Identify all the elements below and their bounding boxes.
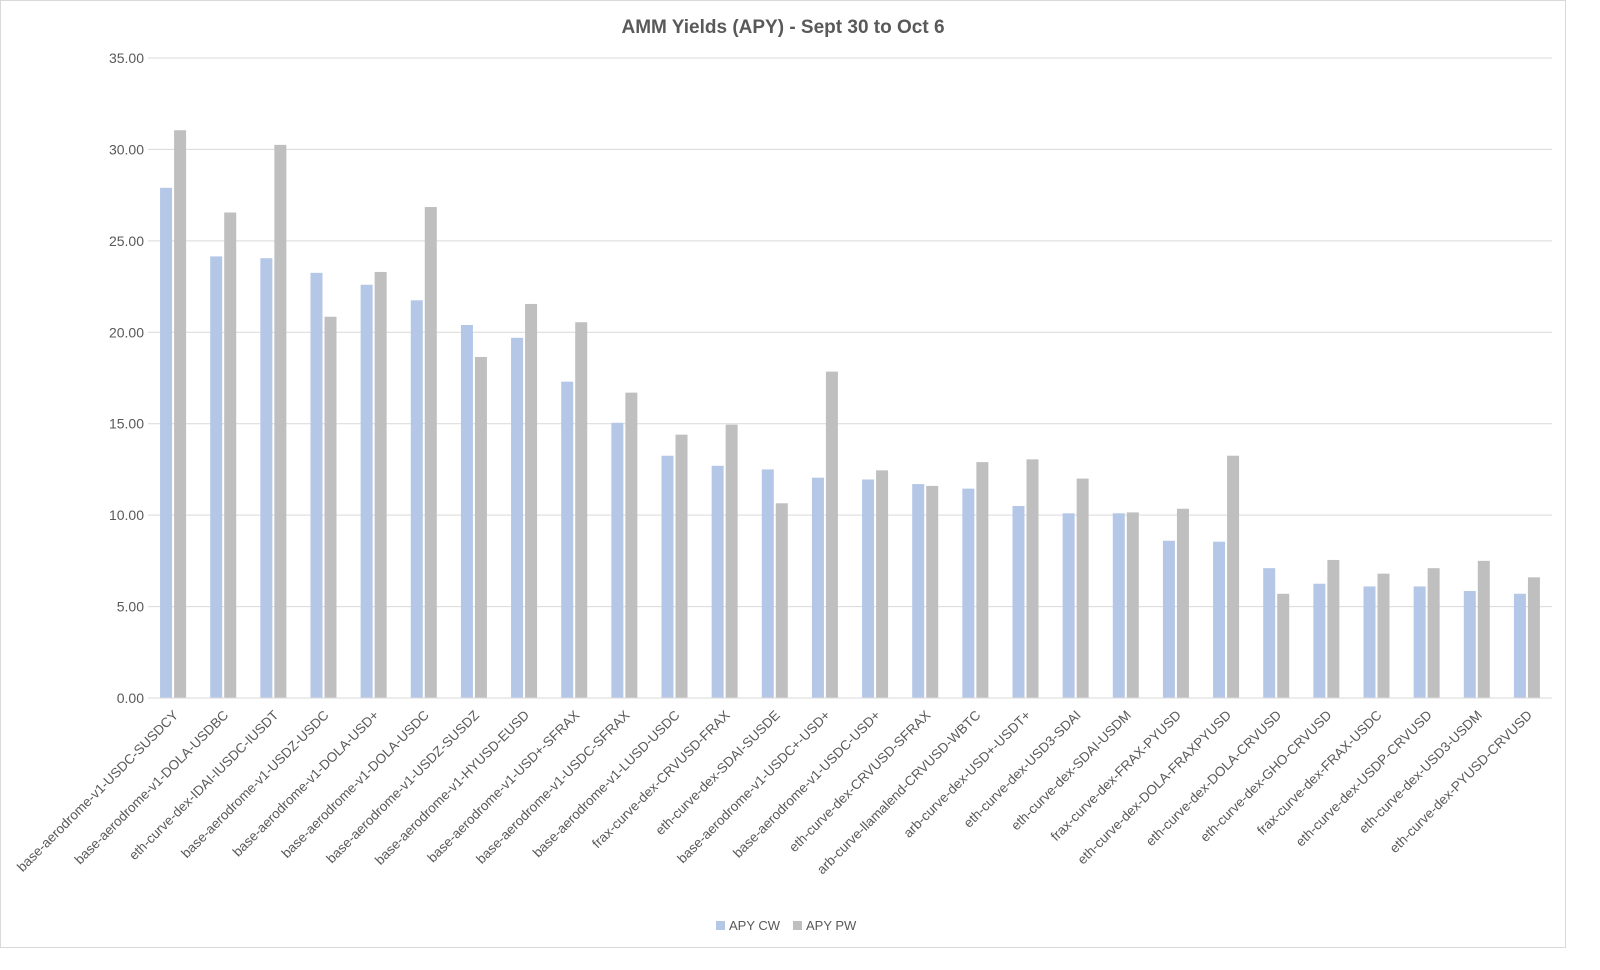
bar-apy-pw xyxy=(1377,573,1390,698)
bar-apy-cw xyxy=(811,477,824,698)
bar-apy-cw xyxy=(912,484,925,698)
y-tick-label: 35.00 xyxy=(109,50,144,66)
bar-apy-cw xyxy=(310,272,323,698)
bar-apy-cw xyxy=(1112,513,1125,698)
bar-apy-cw xyxy=(611,422,624,698)
bar-apy-cw xyxy=(1513,593,1526,698)
bars xyxy=(160,130,1540,699)
y-tick-label: 20.00 xyxy=(109,324,144,340)
y-tick-label: 0.00 xyxy=(117,690,144,706)
bar-apy-cw xyxy=(1313,583,1326,698)
bar-apy-pw xyxy=(1527,577,1540,698)
gridlines xyxy=(148,57,1552,608)
bar-apy-cw xyxy=(761,469,774,698)
bar-apy-pw xyxy=(825,371,838,698)
bar-apy-pw xyxy=(374,271,387,698)
bar-apy-pw xyxy=(1227,455,1240,698)
bar-apy-pw xyxy=(675,434,688,698)
bar-apy-pw xyxy=(926,485,939,698)
bar-apy-pw xyxy=(1126,512,1139,698)
bar-apy-pw xyxy=(224,212,237,698)
legend-swatch xyxy=(716,921,725,930)
bar-apy-cw xyxy=(1413,586,1426,698)
bar-apy-cw xyxy=(1463,591,1476,698)
y-tick-label: 25.00 xyxy=(109,233,144,249)
legend-label: APY PW xyxy=(806,918,857,933)
y-tick-label: 5.00 xyxy=(117,599,144,615)
bar-apy-cw xyxy=(1062,513,1075,698)
bar-apy-cw xyxy=(1213,541,1226,698)
bar-apy-pw xyxy=(1427,568,1440,698)
bar-apy-cw xyxy=(360,284,373,698)
bar-apy-pw xyxy=(625,392,638,698)
legend: APY CW APY PW xyxy=(716,918,857,933)
bar-apy-pw xyxy=(1327,559,1340,698)
bar-apy-pw xyxy=(424,207,437,698)
bar-apy-cw xyxy=(862,479,875,698)
bar-apy-cw xyxy=(962,488,975,698)
bar-apy-pw xyxy=(775,503,788,698)
bar-apy-cw xyxy=(1263,568,1276,698)
bar-apy-pw xyxy=(725,424,738,698)
bar-apy-pw xyxy=(1176,508,1189,698)
bar-apy-pw xyxy=(1076,478,1089,698)
bar-apy-cw xyxy=(210,256,223,698)
bar-apy-cw xyxy=(1363,586,1376,698)
y-axis-tick-labels: 0.00 5.00 10.00 15.00 20.00 25.00 30.00 35.00 xyxy=(109,50,144,706)
bar-apy-pw xyxy=(1477,560,1490,698)
bar-apy-pw xyxy=(1277,593,1290,698)
bar-apy-cw xyxy=(410,300,423,698)
bar-apy-cw xyxy=(460,324,473,698)
bar-apy-cw xyxy=(661,455,674,698)
bar-apy-pw xyxy=(1026,459,1039,698)
bar-apy-pw xyxy=(575,322,588,698)
bar-apy-cw xyxy=(1162,540,1175,698)
bar-apy-pw xyxy=(525,303,538,698)
legend-label: APY CW xyxy=(729,918,781,933)
bar-apy-pw xyxy=(274,144,287,698)
bar-apy-cw xyxy=(511,337,524,698)
bar-apy-cw xyxy=(160,187,173,699)
y-tick-label: 10.00 xyxy=(109,507,144,523)
chart-title: AMM Yields (APY) - Sept 30 to Oct 6 xyxy=(621,17,944,38)
bar-apy-pw xyxy=(324,316,337,698)
bar-apy-cw xyxy=(1012,506,1025,698)
bar-apy-pw xyxy=(474,356,487,698)
y-tick-label: 15.00 xyxy=(109,416,144,432)
bar-apy-cw xyxy=(561,381,574,698)
bar-apy-cw xyxy=(260,258,273,698)
bar-apy-pw xyxy=(976,462,989,698)
y-tick-label: 30.00 xyxy=(109,141,144,157)
bar-apy-pw xyxy=(174,130,187,698)
legend-swatch xyxy=(793,921,802,930)
bar-apy-cw xyxy=(711,465,724,698)
x-axis-category-labels: base-aerodrome-v1-USDC-SUSDCYbase-aerodr… xyxy=(14,707,1535,877)
bar-apy-pw xyxy=(876,470,889,698)
